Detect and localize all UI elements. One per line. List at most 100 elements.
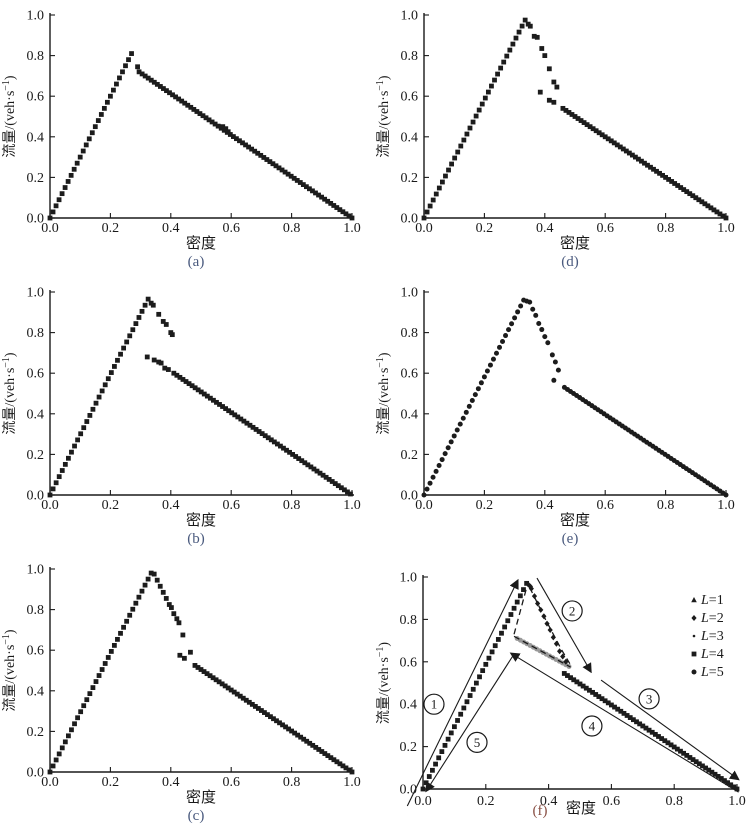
arrow-phase-5-toorigin — [425, 656, 513, 793]
chart-b: 0.00.0 0.2 0.2 0.4 0.4 0.6 0.6 0.8 0.8 1.0 1.0 密度 流量… — [1, 286, 361, 548]
chart-d: 0.00.0 0.2 0.2 0.4 0.4 0.6 0.6 0.8 0.8 1.0 1.0 密度 流量… — [375, 9, 735, 271]
svg-text:1.0: 1.0 — [343, 221, 361, 236]
svg-text:0.2: 0.2 — [477, 794, 495, 809]
y-axis-label: 流量/(veh·s−1) — [1, 75, 18, 158]
panel-letter: (f) — [533, 803, 548, 819]
panel-a: 0.0 0.0 0.2 0.2 0.4 0.4 0.6 0.6 0.8 0.8 1.0 1.0 密度 流量… — [0, 0, 374, 277]
series-L=4-rise — [420, 580, 530, 792]
svg-text:0.0: 0.0 — [27, 212, 45, 227]
svg-text:0.6: 0.6 — [27, 90, 45, 105]
svg-text:0.2: 0.2 — [476, 498, 494, 513]
arrow-phase-4-upleft — [509, 652, 739, 793]
data-series — [47, 51, 355, 221]
svg-text:0.8: 0.8 — [283, 498, 301, 513]
svg-text:0.4: 0.4 — [400, 698, 418, 713]
svg-text:0.8: 0.8 — [27, 49, 45, 64]
x-axis-label: 密度 — [186, 789, 216, 806]
svg-text:1: 1 — [431, 697, 438, 712]
data-series — [421, 17, 729, 221]
svg-text:0.8: 0.8 — [401, 49, 419, 64]
svg-text:0.6: 0.6 — [603, 794, 621, 809]
panel-letter: (a) — [188, 254, 205, 270]
svg-text:0.4: 0.4 — [536, 221, 554, 236]
svg-text:0.8: 0.8 — [657, 498, 675, 513]
svg-text:0.4: 0.4 — [162, 775, 180, 790]
svg-text:0.6: 0.6 — [222, 775, 240, 790]
svg-text:1.0: 1.0 — [27, 563, 45, 578]
dashed-hysteresis-lines — [513, 587, 572, 668]
tick-labels: 0.00.0 0.2 0.2 0.4 0.4 0.6 0.6 0.8 0.8 1.0 1.0 — [401, 286, 735, 514]
svg-text:0.8: 0.8 — [401, 326, 419, 341]
svg-text:3: 3 — [646, 691, 653, 706]
svg-text:0.6: 0.6 — [222, 498, 240, 513]
svg-text:0.4: 0.4 — [401, 407, 419, 422]
svg-text:0.4: 0.4 — [162, 498, 180, 513]
svg-text:0.8: 0.8 — [283, 221, 301, 236]
svg-text:0.0: 0.0 — [41, 221, 59, 236]
panel-b: 0.0 0.0 0.2 0.2 0.4 0.4 0.6 0.6 0.8 0.8 1.0 1.0 密度 流量… — [0, 277, 374, 554]
circled-step-numbers: 1 2 3 4 5 — [423, 600, 660, 753]
panel-letter: (d) — [561, 254, 579, 270]
panel-letter: (c) — [188, 808, 205, 824]
svg-text:0.2: 0.2 — [400, 740, 418, 755]
tick-labels: 0.00.0 0.2 0.2 0.4 0.4 0.6 0.6 0.8 0.8 1.0 1.0 — [27, 9, 361, 237]
svg-text:0.8: 0.8 — [27, 603, 45, 618]
x-axis-label: 密度 — [560, 235, 590, 252]
axes — [49, 290, 354, 496]
svg-text:4: 4 — [589, 719, 596, 734]
panel-e: 0.0 0.0 0.2 0.2 0.4 0.4 0.6 0.6 0.8 0.8 1.0 1.0 密度 流量… — [374, 277, 748, 554]
arrow-phase-2-down — [536, 577, 592, 674]
svg-text:1.0: 1.0 — [717, 498, 735, 513]
svg-text:0.4: 0.4 — [401, 130, 419, 145]
svg-text:0.6: 0.6 — [596, 498, 614, 513]
svg-text:0.8: 0.8 — [657, 221, 675, 236]
y-axis-label: 流量/(veh·s−1) — [375, 642, 392, 725]
svg-text:0.4: 0.4 — [540, 794, 558, 809]
svg-text:5: 5 — [474, 735, 481, 750]
svg-text:1.0: 1.0 — [27, 286, 45, 301]
axes — [423, 290, 728, 496]
svg-text:1.0: 1.0 — [728, 794, 746, 809]
svg-text:0.6: 0.6 — [401, 367, 419, 382]
data-series — [421, 297, 729, 498]
svg-text:0.2: 0.2 — [27, 725, 45, 740]
svg-text:0.6: 0.6 — [27, 367, 45, 382]
x-axis-label: 密度 — [186, 235, 216, 252]
svg-text:0.2: 0.2 — [102, 498, 120, 513]
svg-text:0.2: 0.2 — [476, 221, 494, 236]
y-axis-label: 流量/(veh·s−1) — [375, 75, 392, 158]
svg-text:0.6: 0.6 — [596, 221, 614, 236]
x-axis-label: 密度 — [560, 512, 590, 529]
y-axis-label: 流量/(veh·s−1) — [375, 352, 392, 435]
svg-text:0.4: 0.4 — [536, 498, 554, 513]
svg-text:1.0: 1.0 — [400, 571, 418, 586]
svg-text:1.0: 1.0 — [343, 498, 361, 513]
arrow-phase-3-down — [600, 679, 740, 781]
svg-text:0.0: 0.0 — [401, 212, 419, 227]
svg-text:0.0: 0.0 — [41, 775, 59, 790]
series-L=4-fall — [561, 671, 740, 792]
svg-text:0.4: 0.4 — [162, 221, 180, 236]
svg-text:1.0: 1.0 — [27, 9, 45, 24]
svg-text:0.0: 0.0 — [27, 489, 45, 504]
svg-text:0.2: 0.2 — [102, 221, 120, 236]
legend-label: L=4 — [700, 647, 724, 662]
svg-text:0.8: 0.8 — [665, 794, 683, 809]
tick-labels: 0.00.0 0.2 0.2 0.4 0.4 0.6 0.6 0.8 0.8 1.0 1.0 — [400, 571, 746, 810]
svg-text:0.2: 0.2 — [27, 448, 45, 463]
x-axis-label: 密度 — [186, 512, 216, 529]
svg-text:0.2: 0.2 — [102, 775, 120, 790]
chart-e: 0.00.0 0.2 0.2 0.4 0.4 0.6 0.6 0.8 0.8 1.0 1.0 密度 流量… — [375, 286, 735, 548]
panel-letter: (e) — [562, 531, 579, 547]
arrow-phase-1-up — [406, 578, 519, 807]
svg-text:0.0: 0.0 — [41, 498, 59, 513]
panel-letter: (b) — [187, 531, 205, 547]
svg-text:0.8: 0.8 — [283, 775, 301, 790]
legend-label: L=5 — [700, 665, 724, 680]
svg-text:0.2: 0.2 — [27, 171, 45, 186]
svg-text:0.4: 0.4 — [27, 407, 45, 422]
tick-labels: 0.00.0 0.2 0.2 0.4 0.4 0.6 0.6 0.8 0.8 1.0 1.0 — [27, 286, 361, 514]
legend-label: L=2 — [700, 611, 724, 626]
svg-text:0.6: 0.6 — [401, 90, 419, 105]
